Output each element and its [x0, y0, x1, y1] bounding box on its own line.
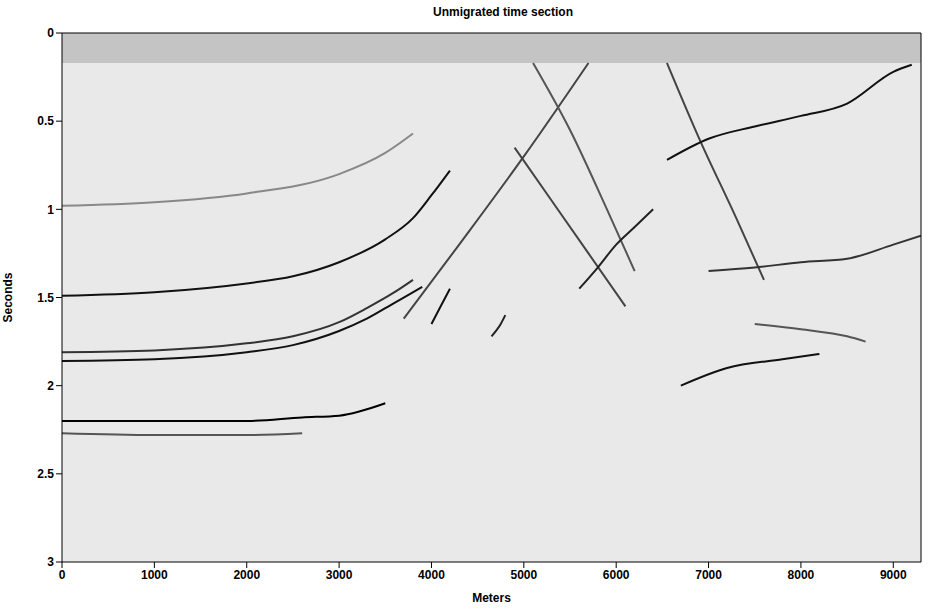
- svg-text:6000: 6000: [603, 568, 630, 582]
- svg-text:3: 3: [47, 555, 54, 569]
- svg-text:1000: 1000: [141, 568, 168, 582]
- svg-text:7000: 7000: [695, 568, 722, 582]
- svg-text:Seconds: Seconds: [1, 272, 15, 322]
- svg-text:4000: 4000: [418, 568, 445, 582]
- svg-text:0: 0: [59, 568, 66, 582]
- svg-text:0: 0: [47, 26, 54, 40]
- svg-text:8000: 8000: [788, 568, 815, 582]
- svg-text:1.5: 1.5: [37, 291, 54, 305]
- svg-text:2000: 2000: [233, 568, 260, 582]
- html-text:Unmigrated time section: Unmigrated time section: [433, 5, 573, 19]
- svg-text:9000: 9000: [880, 568, 907, 582]
- svg-text:Meters: Meters: [472, 591, 511, 605]
- svg-text:1: 1: [47, 203, 54, 217]
- svg-text:3000: 3000: [326, 568, 353, 582]
- svg-text:5000: 5000: [510, 568, 537, 582]
- svg-text:2.5: 2.5: [37, 467, 54, 481]
- svg-text:2: 2: [47, 379, 54, 393]
- svg-text:0.5: 0.5: [37, 114, 54, 128]
